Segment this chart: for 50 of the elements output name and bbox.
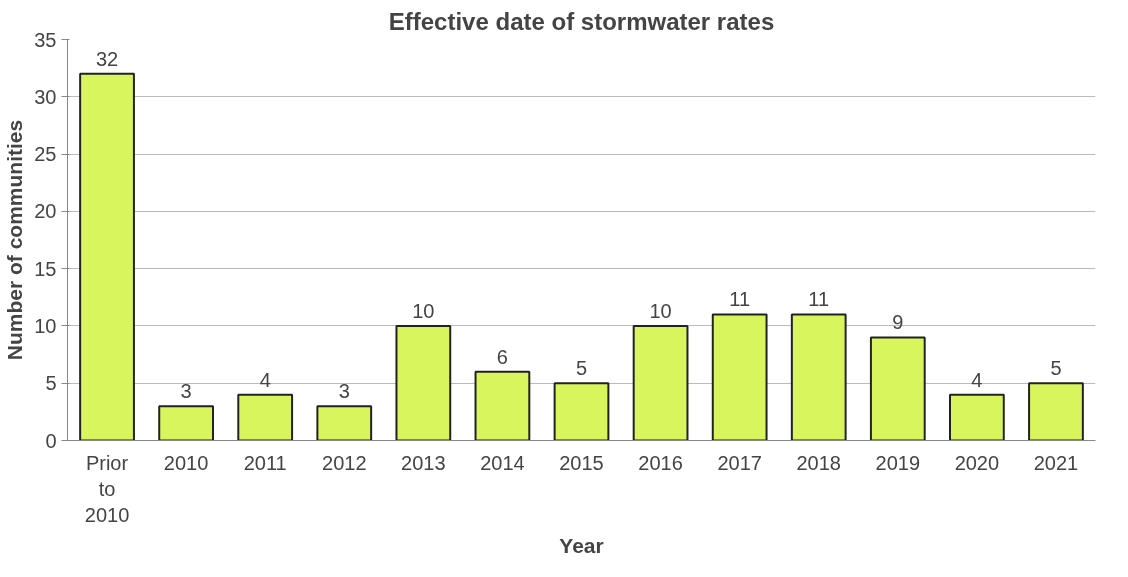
data-label: 11 <box>808 288 830 311</box>
bar <box>869 336 926 441</box>
chart-title: Effective date of stormwater rates <box>388 7 775 35</box>
data-label: 4 <box>259 368 271 391</box>
x-tick-label: 2017 <box>717 451 762 474</box>
data-label: 5 <box>575 357 588 380</box>
data-label: 3 <box>338 380 350 403</box>
x-tick-label: 2020 <box>954 451 1000 474</box>
x-tick-label: Prior to 2010 <box>84 451 130 527</box>
y-tick-label: 0 <box>45 429 57 452</box>
x-tick-label: 2010 <box>163 451 209 474</box>
data-label: 11 <box>729 288 751 311</box>
bar <box>1028 382 1084 441</box>
x-tick-label: 2015 <box>559 451 604 474</box>
x-tick-label: 2011 <box>243 451 287 474</box>
y-tick-label: 15 <box>34 257 57 280</box>
data-label: 5 <box>1050 357 1062 380</box>
data-label: 32 <box>95 47 119 70</box>
bar <box>790 313 847 441</box>
bar <box>553 382 610 441</box>
data-label: 10 <box>649 299 672 322</box>
y-tick-label: 30 <box>34 85 57 108</box>
y-tick-label: 10 <box>34 314 57 337</box>
bar <box>158 405 214 441</box>
bar <box>237 393 294 441</box>
x-axis-title: Year <box>559 534 604 558</box>
x-tick-label: 2014 <box>480 451 525 474</box>
bar <box>949 393 1005 441</box>
data-label: 6 <box>496 345 508 368</box>
bar <box>632 324 689 441</box>
y-tick-label: 25 <box>34 143 57 166</box>
y-tick-label: 20 <box>34 200 57 223</box>
bar <box>79 72 135 441</box>
x-tick-label: 2016 <box>638 451 683 474</box>
x-tick-label: 2019 <box>875 451 921 474</box>
y-axis-title: Number of communities <box>3 119 27 361</box>
bar <box>316 405 373 441</box>
bar <box>395 324 452 441</box>
x-tick-label: 2012 <box>322 451 367 474</box>
y-tick-label: 35 <box>34 28 57 51</box>
data-label: 10 <box>412 299 435 322</box>
bar <box>474 370 531 441</box>
data-label: 3 <box>180 380 192 403</box>
data-label: 9 <box>892 311 904 334</box>
bar <box>711 313 768 441</box>
x-tick-label: 2021 <box>1033 451 1079 474</box>
y-tick-label: 5 <box>45 372 57 395</box>
data-label: 4 <box>971 368 983 391</box>
x-tick-label: 2013 <box>401 451 446 474</box>
x-tick-label: 2018 <box>796 451 841 474</box>
